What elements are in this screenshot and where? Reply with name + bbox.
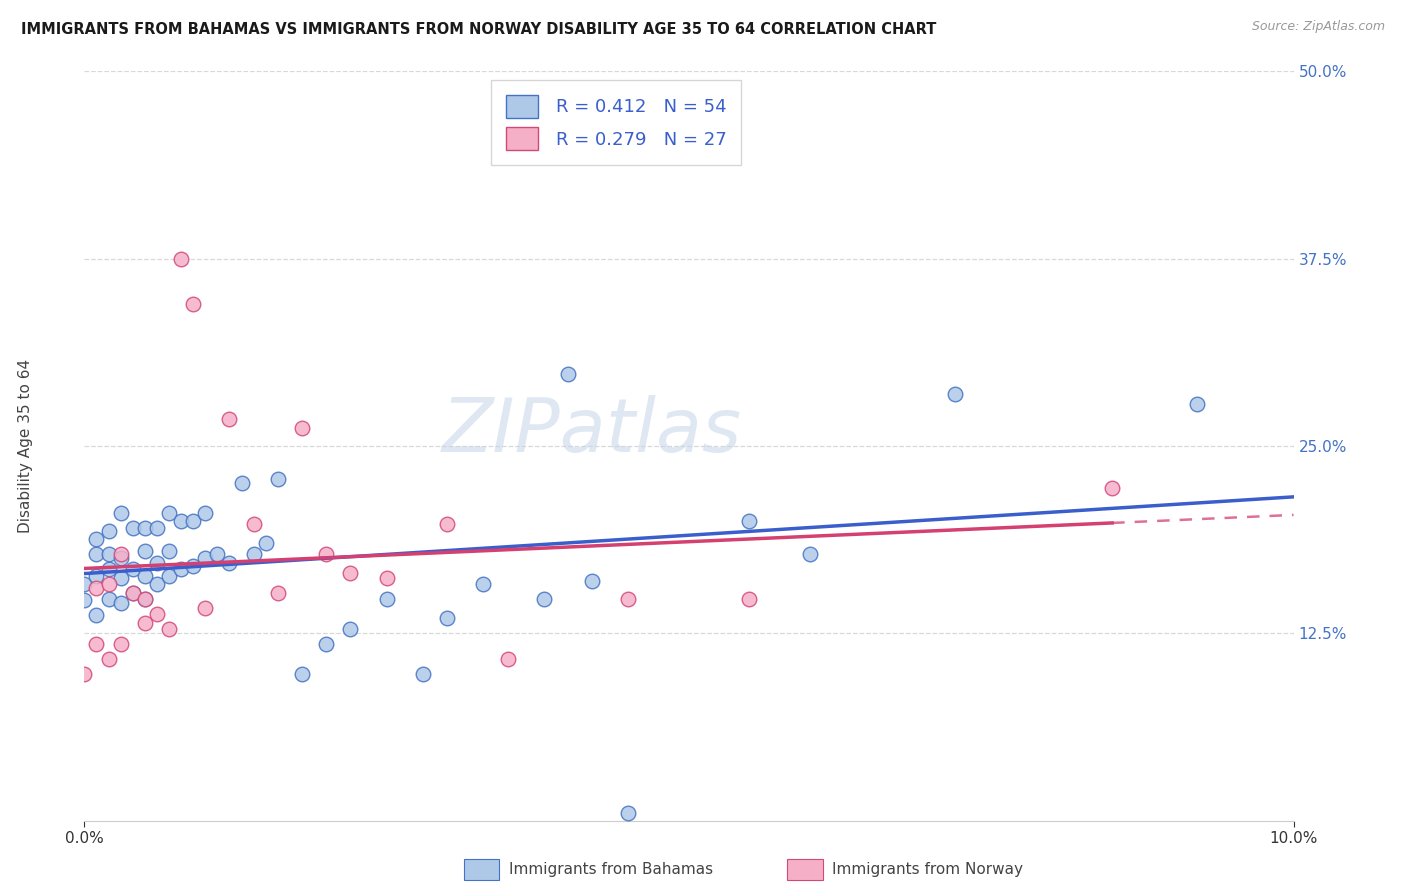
Point — [134, 615, 156, 630]
Point — [218, 412, 240, 426]
Point — [218, 556, 240, 570]
Text: IMMIGRANTS FROM BAHAMAS VS IMMIGRANTS FROM NORWAY DISABILITY AGE 35 TO 64 CORREL: IMMIGRANTS FROM BAHAMAS VS IMMIGRANTS FR… — [21, 22, 936, 37]
Point — [110, 571, 132, 585]
Point — [121, 521, 143, 535]
Point — [436, 516, 458, 531]
Point — [86, 637, 108, 651]
Point — [110, 637, 132, 651]
Point — [110, 547, 132, 561]
Point — [157, 622, 180, 636]
Point — [254, 536, 277, 550]
Point — [97, 591, 120, 606]
Point — [157, 569, 180, 583]
Point — [412, 666, 434, 681]
Point — [157, 507, 180, 521]
Point — [207, 547, 229, 561]
Point — [86, 569, 108, 583]
Point — [97, 547, 120, 561]
Point — [146, 607, 169, 621]
Point — [134, 569, 156, 583]
Text: Immigrants from Norway: Immigrants from Norway — [832, 863, 1024, 877]
Point — [73, 666, 96, 681]
Point — [181, 514, 204, 528]
Text: Disability Age 35 to 64: Disability Age 35 to 64 — [18, 359, 32, 533]
Point — [181, 558, 204, 573]
Point — [738, 514, 761, 528]
Point — [194, 507, 217, 521]
Point — [267, 472, 290, 486]
Point — [617, 806, 640, 821]
Point — [1101, 481, 1123, 495]
Point — [533, 591, 555, 606]
Point — [97, 652, 120, 666]
Point — [242, 547, 264, 561]
Text: ZIPatlas: ZIPatlas — [441, 395, 742, 467]
Point — [231, 476, 253, 491]
Point — [110, 551, 132, 566]
Point — [146, 521, 169, 535]
Point — [86, 582, 108, 596]
Point — [315, 637, 337, 651]
Point — [73, 577, 96, 591]
Point — [194, 600, 217, 615]
Point — [291, 666, 314, 681]
Point — [799, 547, 821, 561]
Point — [170, 252, 193, 266]
Point — [242, 516, 264, 531]
Point — [170, 562, 193, 576]
Point — [134, 544, 156, 558]
Point — [97, 524, 120, 539]
Point — [267, 586, 290, 600]
Point — [146, 577, 169, 591]
Point — [121, 586, 143, 600]
Point — [557, 367, 579, 381]
Point — [146, 556, 169, 570]
Point — [134, 521, 156, 535]
Point — [472, 577, 495, 591]
Point — [110, 507, 132, 521]
Point — [134, 591, 156, 606]
Point — [73, 593, 96, 607]
Text: Source: ZipAtlas.com: Source: ZipAtlas.com — [1251, 20, 1385, 33]
Point — [339, 622, 361, 636]
Point — [375, 591, 398, 606]
Point — [86, 547, 108, 561]
Point — [291, 421, 314, 435]
Point — [121, 562, 143, 576]
Point — [86, 532, 108, 546]
Point — [97, 577, 120, 591]
Point — [436, 611, 458, 625]
Point — [121, 586, 143, 600]
Point — [194, 551, 217, 566]
Point — [375, 571, 398, 585]
Point — [157, 544, 180, 558]
Text: Immigrants from Bahamas: Immigrants from Bahamas — [509, 863, 713, 877]
Point — [110, 596, 132, 610]
Point — [97, 562, 120, 576]
Point — [496, 652, 519, 666]
Point — [943, 386, 966, 401]
Point — [1185, 397, 1208, 411]
Legend: R = 0.412   N = 54, R = 0.279   N = 27: R = 0.412 N = 54, R = 0.279 N = 27 — [491, 80, 741, 165]
Point — [339, 566, 361, 581]
Point — [617, 591, 640, 606]
Point — [581, 574, 603, 588]
Point — [738, 591, 761, 606]
Point — [134, 591, 156, 606]
Point — [86, 608, 108, 623]
Point — [315, 547, 337, 561]
Point — [181, 296, 204, 310]
Point — [170, 514, 193, 528]
